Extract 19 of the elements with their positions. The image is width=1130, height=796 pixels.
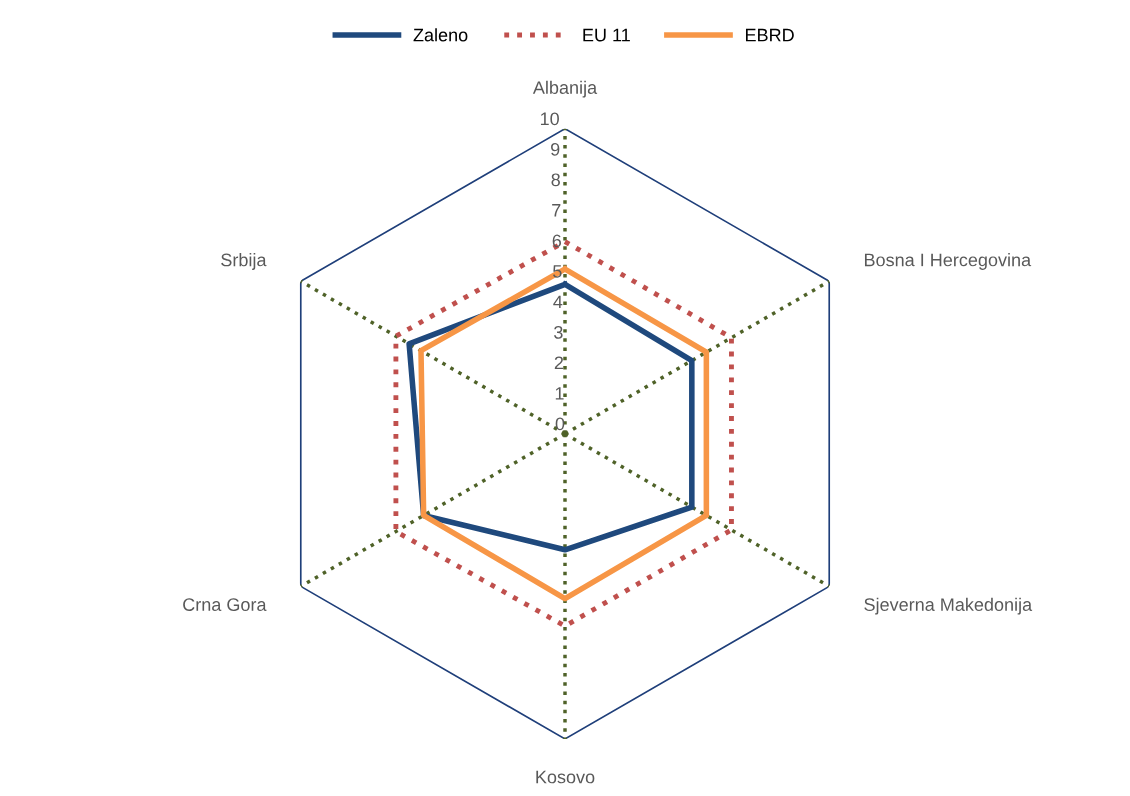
legend-label: EBRD: [745, 28, 794, 42]
spoke-label: Srbija: [221, 253, 267, 270]
y-tick-label: 2: [554, 356, 564, 370]
y-tick-label: 8: [551, 173, 560, 187]
y-tick-label: 9: [551, 142, 560, 156]
legend-label: EU 11: [583, 28, 630, 42]
y-tick-label: 4: [553, 295, 563, 309]
spoke-label: Crna Gora: [183, 598, 267, 612]
spoke-label: Sjeverna Makedonija: [864, 597, 1033, 615]
y-tick-label: 7: [552, 204, 561, 217]
y-tick-label: 6: [552, 234, 562, 248]
spoke-label: Bosna I Hercegovina: [864, 253, 1032, 270]
y-tick-label: 0: [555, 417, 565, 431]
y-tick-label: 10: [540, 112, 559, 126]
spoke-label: Kosovo: [536, 770, 595, 784]
spoke-label: Albanija: [532, 80, 598, 98]
legend-label: Zaleno: [413, 28, 468, 42]
y-tick-label: 3: [554, 325, 563, 339]
y-tick-label: 1: [555, 387, 564, 400]
